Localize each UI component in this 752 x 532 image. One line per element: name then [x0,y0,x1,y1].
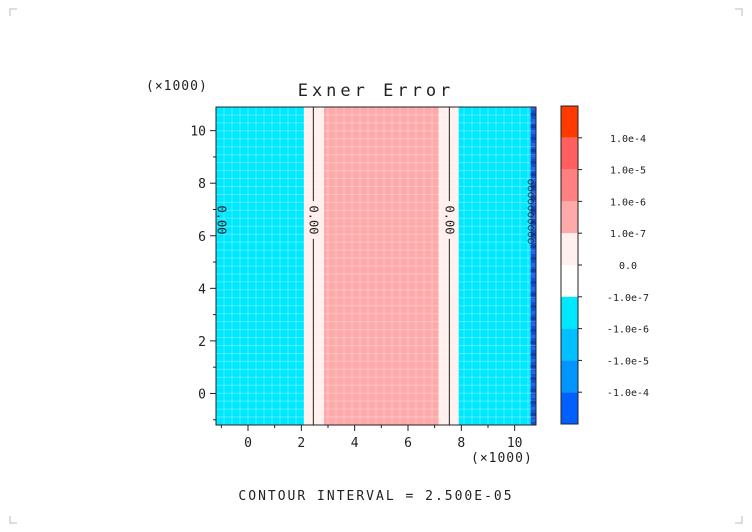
axes: 0 2 4 6 8 10 0 2 4 6 8 10 [190,125,522,451]
contour-label-0: 0.00 [214,206,228,235]
colorbar-label: 1.0e-5 [610,166,646,177]
x-tick-label: 8 [457,436,465,451]
colorbar-swatch-1 [561,137,578,170]
y-tick-label: 6 [198,230,206,245]
contour-label-2: 0.00 [442,206,456,235]
colorbar-swatch-5 [561,265,578,297]
y-tick-label: 0 [198,387,206,402]
colorbar-swatch-6 [561,296,578,329]
colorbar-swatch-4 [561,233,578,265]
x-tick-label: 6 [404,436,412,451]
band-1 [304,107,324,425]
colorbar-label: -1.0e-4 [607,388,649,399]
colorbar-label: 1.0e-6 [610,197,646,208]
x-tick-label: 0 [244,436,252,451]
contour-lines: 0.00 0.00 0.00 [214,107,458,425]
colorbar-swatch-2 [561,169,578,202]
plot-area [216,107,536,425]
x-tick-label: 2 [297,436,305,451]
colorbar-swatch-8 [561,360,578,393]
contour-label-1: 0.00 [306,206,320,235]
x-tick-label: 10 [507,436,523,451]
colorbar-label: -1.0e-7 [607,293,649,304]
grid-lines [216,107,536,425]
colorbar-label: -1.0e-6 [607,325,649,336]
colorbar-label: 1.0e-4 [610,134,646,145]
colorbar-swatch-3 [561,201,578,234]
colorbar: 1.0e-4 1.0e-5 1.0e-6 1.0e-7 0.0 -1.0e-7 -1.0e-… [560,105,649,425]
y-scale-label: (×1000) [146,79,208,94]
band-4 [458,107,531,425]
y-tick-label: 2 [198,335,206,350]
plot-frame [215,106,537,426]
band-3 [438,107,459,425]
y-tick-label: 8 [198,177,206,192]
colorbar-swatch-7 [561,328,578,361]
chart-title: Exner Error [298,81,455,101]
x-tick-label: 4 [351,436,359,451]
y-tick-label: 4 [198,282,206,297]
east-boundary-noise [527,107,536,422]
band-0 [216,107,304,425]
band-2 [324,107,439,425]
page-corner-marks [9,8,743,524]
colorbar-label: 1.0e-7 [610,229,646,240]
colorbar-label: -1.0e-5 [607,356,649,367]
contour-interval-note: CONTOUR INTERVAL = 2.500E-05 [238,489,513,504]
colorbar-label: 0.0 [619,261,637,272]
colorbar-swatch-0 [561,106,578,138]
colorbar-swatch-9 [561,392,578,424]
y-tick-label: 10 [190,125,206,140]
x-scale-label: (×1000) [471,451,533,466]
